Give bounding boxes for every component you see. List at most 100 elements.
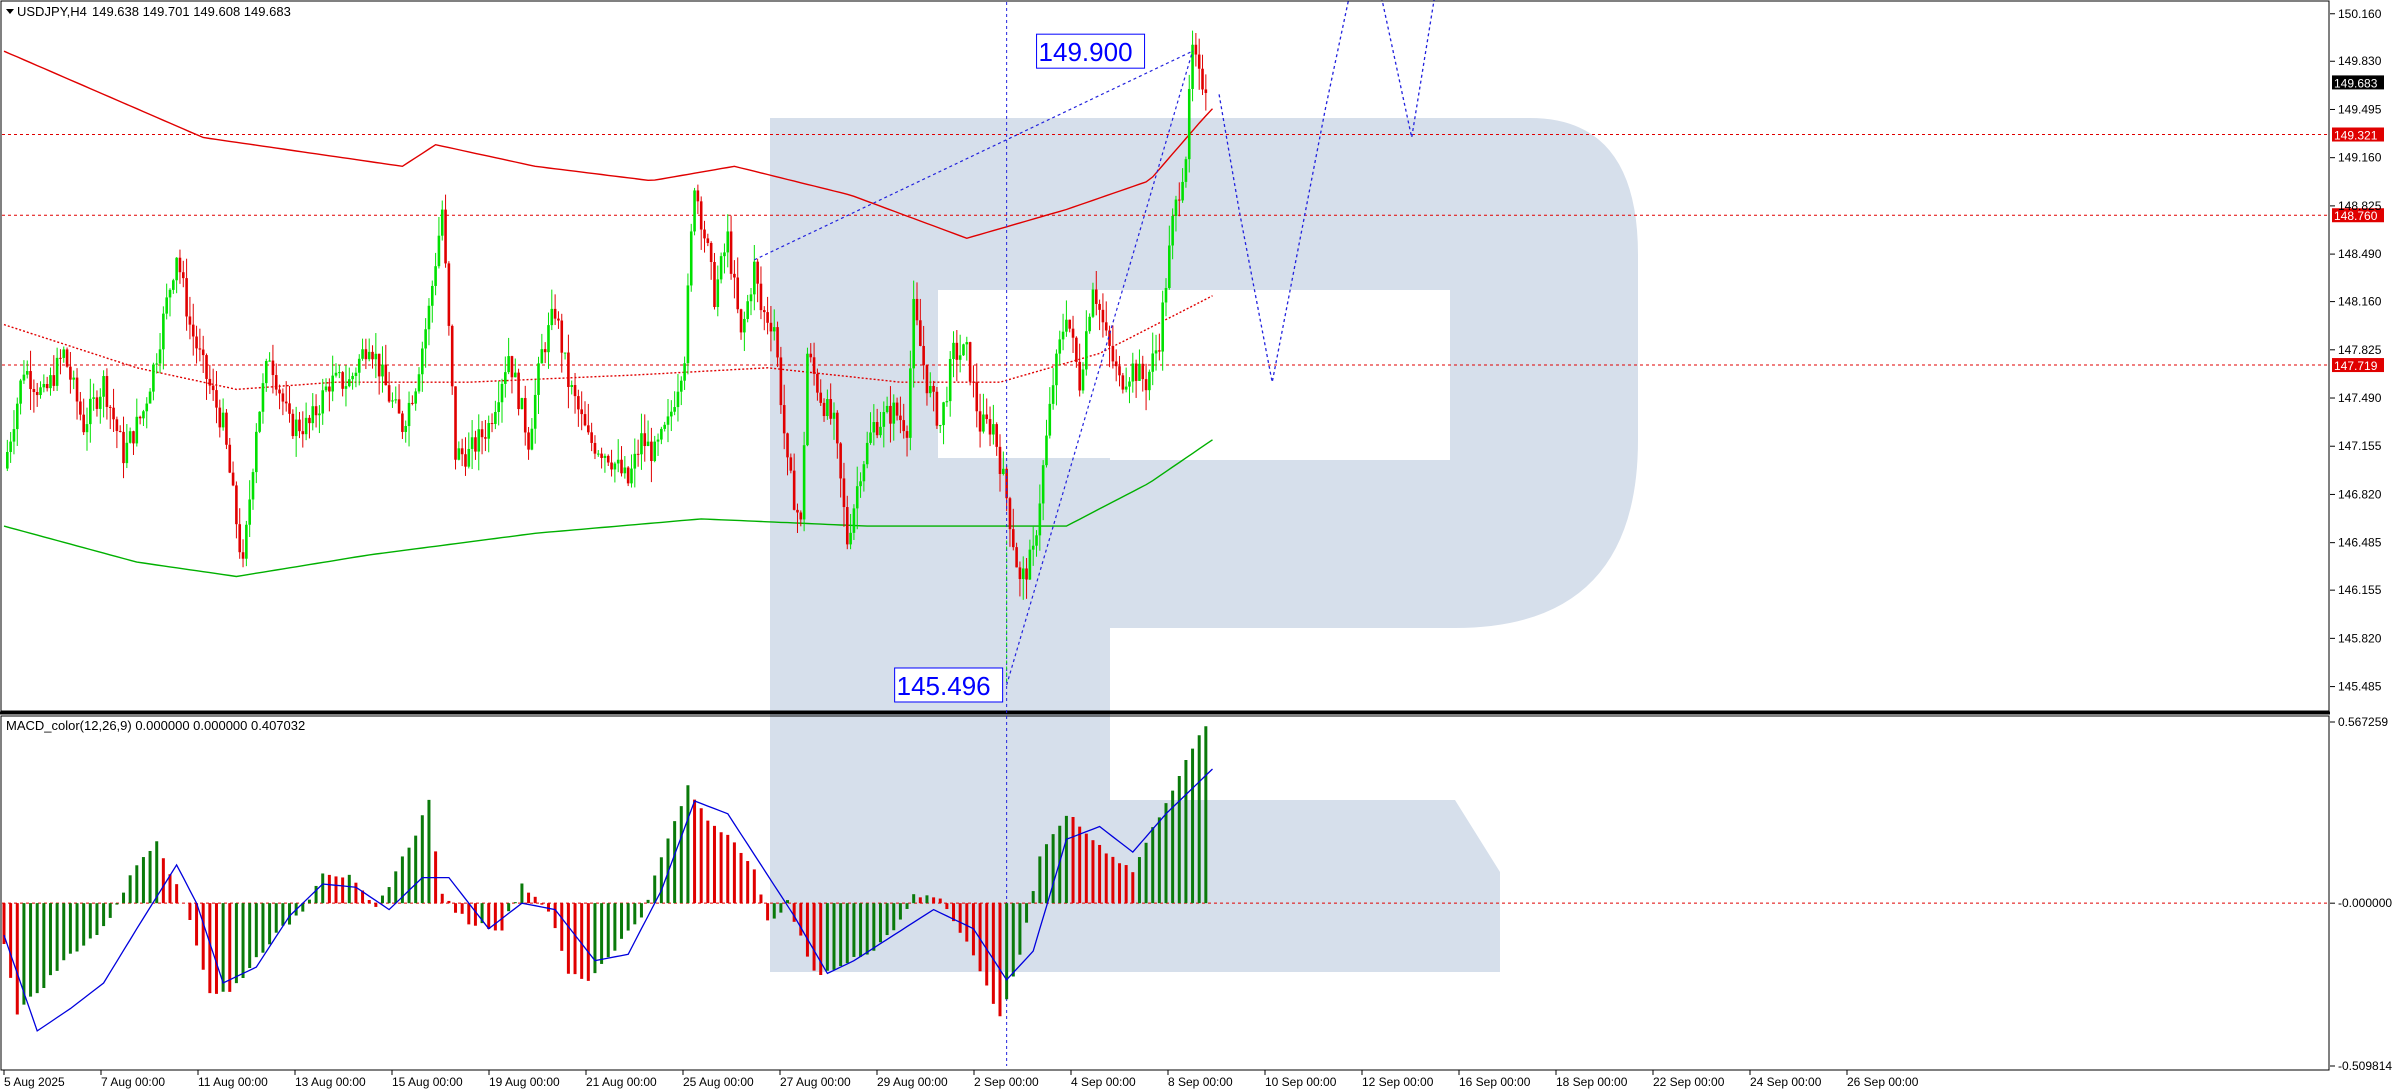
candle[interactable] [271, 344, 275, 394]
candle[interactable] [995, 422, 998, 456]
candle[interactable] [437, 217, 441, 269]
candle[interactable] [1028, 539, 1032, 580]
candle[interactable] [440, 200, 444, 241]
candle[interactable] [314, 394, 318, 428]
candle[interactable] [148, 388, 152, 404]
candle[interactable] [520, 397, 524, 410]
candle[interactable] [278, 384, 281, 410]
candle[interactable] [879, 411, 882, 438]
candle[interactable] [338, 364, 341, 379]
candle[interactable] [125, 424, 129, 469]
candle[interactable] [616, 439, 620, 473]
candle[interactable] [1031, 526, 1035, 566]
annotation-low[interactable]: 145.496 [894, 667, 1004, 703]
candle[interactable] [679, 376, 683, 406]
candle[interactable] [1068, 319, 1072, 333]
candle[interactable] [1048, 387, 1052, 439]
candle[interactable] [79, 392, 82, 421]
candle[interactable] [35, 382, 39, 407]
candle[interactable] [138, 415, 142, 425]
candle[interactable] [185, 258, 188, 331]
candle[interactable] [580, 391, 583, 431]
candle[interactable] [1055, 349, 1058, 406]
candle[interactable] [374, 333, 378, 379]
candle[interactable] [640, 413, 643, 470]
candle[interactable] [792, 453, 796, 511]
candle[interactable] [1021, 556, 1025, 600]
candle[interactable] [563, 352, 567, 360]
candle[interactable] [1091, 282, 1095, 319]
candle[interactable] [919, 298, 922, 347]
candle[interactable] [1154, 334, 1158, 371]
candle[interactable] [958, 334, 962, 373]
candle[interactable] [806, 347, 809, 447]
candle[interactable] [417, 367, 421, 394]
candle[interactable] [1187, 74, 1191, 173]
candle[interactable] [401, 410, 404, 439]
candle[interactable] [29, 350, 32, 410]
candle[interactable] [683, 356, 686, 390]
candle[interactable] [195, 325, 198, 364]
candle[interactable] [225, 409, 228, 450]
candle[interactable] [560, 313, 564, 373]
candle[interactable] [948, 351, 952, 417]
candle[interactable] [587, 403, 590, 435]
candle[interactable] [955, 330, 959, 382]
candle[interactable] [450, 324, 454, 395]
candle[interactable] [1128, 377, 1131, 404]
candle[interactable] [334, 363, 338, 378]
candle[interactable] [411, 395, 414, 406]
candle[interactable] [264, 358, 268, 392]
candle[interactable] [895, 397, 899, 421]
candle[interactable] [992, 404, 995, 445]
candle[interactable] [251, 468, 255, 510]
candle[interactable] [819, 379, 823, 406]
candle[interactable] [630, 454, 633, 488]
candle[interactable] [527, 426, 530, 460]
candle[interactable] [743, 311, 746, 352]
candle[interactable] [596, 450, 600, 457]
candle[interactable] [1151, 332, 1155, 386]
candle[interactable] [172, 278, 175, 294]
candle[interactable] [603, 453, 607, 473]
candle[interactable] [444, 194, 447, 268]
candle[interactable] [404, 420, 408, 443]
candle[interactable] [1025, 557, 1028, 599]
candle[interactable] [421, 341, 424, 392]
candle[interactable] [324, 378, 328, 393]
candle[interactable] [447, 261, 451, 336]
candle[interactable] [255, 423, 258, 484]
candle[interactable] [882, 401, 886, 448]
candle[interactable] [1118, 355, 1121, 387]
candle[interactable] [766, 296, 769, 335]
candle[interactable] [92, 383, 95, 411]
candle[interactable] [623, 456, 627, 479]
candle[interactable] [304, 402, 308, 441]
candle[interactable] [480, 420, 484, 455]
candle[interactable] [796, 503, 799, 533]
candle[interactable] [513, 358, 517, 378]
candle[interactable] [268, 352, 271, 362]
candle[interactable] [1051, 368, 1055, 410]
candle[interactable] [899, 396, 902, 434]
candle[interactable] [1085, 310, 1088, 376]
candle[interactable] [557, 311, 560, 329]
candle[interactable] [108, 405, 112, 430]
candle[interactable] [387, 371, 391, 403]
candle[interactable] [786, 432, 789, 476]
candle[interactable] [245, 520, 248, 567]
candle[interactable] [892, 394, 896, 441]
candle[interactable] [1204, 74, 1208, 111]
candle[interactable] [231, 461, 235, 487]
candle[interactable] [218, 399, 222, 438]
candle[interactable] [660, 426, 663, 445]
candle[interactable] [1058, 330, 1062, 366]
symbol-menu[interactable]: USDJPY,H4 149.638 149.701 149.608 149.68… [6, 4, 291, 19]
candle[interactable] [1158, 333, 1161, 361]
candle[interactable] [1138, 349, 1141, 381]
candle[interactable] [663, 421, 666, 432]
candle[interactable] [377, 353, 381, 395]
candle[interactable] [454, 386, 457, 470]
candle[interactable] [59, 349, 62, 375]
candle[interactable] [972, 365, 975, 398]
